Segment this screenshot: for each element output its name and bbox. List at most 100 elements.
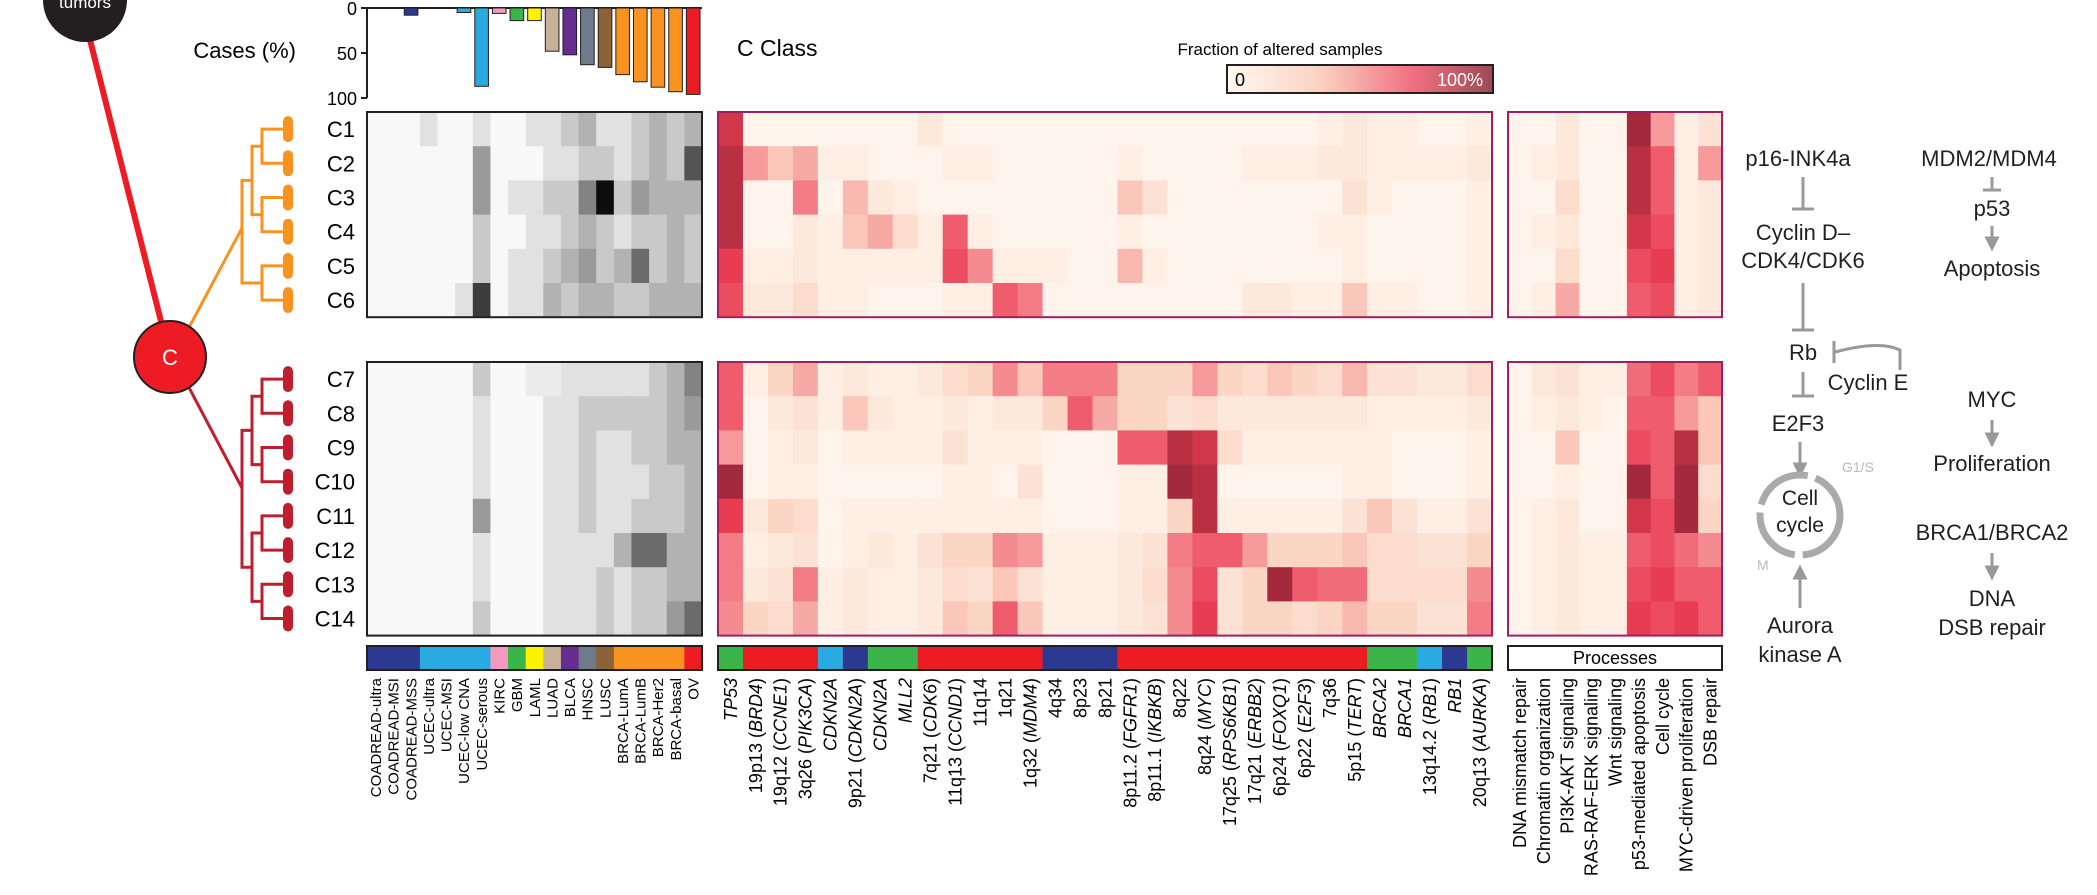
heat-cell (649, 214, 668, 250)
heat-cell (613, 214, 632, 250)
heat-cell (1467, 498, 1493, 534)
heat-cell (613, 601, 632, 636)
kinase-label: kinase A (1758, 642, 1841, 667)
heat-cell (402, 498, 421, 534)
bar-BRCA-LumB (632, 7, 648, 83)
heat-cell (1698, 283, 1723, 318)
heat-cell (1342, 283, 1368, 318)
heat-cell (525, 498, 544, 534)
heat-cell (1626, 396, 1652, 431)
heat-cell (1417, 498, 1443, 534)
heat-cell (1017, 283, 1043, 318)
pathway-diagram: p16-INK4a Cyclin D– CDK4/CDK6 Rb Cyclin … (1741, 146, 2068, 667)
heat-cell (817, 396, 844, 431)
heat-cell (842, 601, 869, 636)
heat-cell (1242, 601, 1268, 636)
colorbar-title: Fraction of altered samples (1177, 40, 1382, 59)
heat-cell (992, 464, 1019, 500)
heat-cell (1650, 112, 1675, 147)
heat-cell (867, 112, 894, 147)
heat-cell (402, 112, 421, 147)
tumor-strip-frame (366, 645, 703, 671)
heat-cell (508, 112, 527, 147)
bar-LUSC (597, 7, 613, 68)
heat-cell (666, 396, 685, 431)
heat-cell (1531, 567, 1556, 602)
heat-cell (867, 396, 894, 431)
heat-cell (792, 248, 819, 284)
heat-cell (684, 601, 703, 636)
col-label: 5p15 (TERT) (1345, 678, 1365, 782)
col-label: LUAD (544, 678, 561, 718)
heat-cell (631, 362, 650, 397)
heat-cell (1467, 430, 1493, 465)
heat-cell (1555, 283, 1580, 318)
heat-cell (384, 180, 403, 215)
heat-cell (1698, 248, 1723, 284)
col-label: BRCA-LumA (615, 678, 632, 764)
heat-cell (967, 283, 994, 318)
heat-cell (1042, 214, 1068, 250)
heat-cell (1042, 533, 1068, 568)
heat-cell (472, 180, 491, 215)
col-label: UCEC-serous (474, 678, 491, 771)
heat-cell (1467, 533, 1493, 568)
heat-cell (631, 146, 650, 181)
tumor-strip-cell (455, 646, 474, 670)
heat-cell (1317, 248, 1343, 284)
tumor-strip-cell (666, 646, 685, 670)
heat-cell (666, 464, 685, 500)
heat-cell (1626, 112, 1652, 147)
heat-cell (867, 362, 894, 397)
col-label: 1q32 (MDM4) (1020, 678, 1040, 788)
bar-BRCA-LumA (615, 7, 630, 76)
heat-cell (992, 283, 1019, 318)
heat-cell (1555, 362, 1580, 397)
heat-cell (1342, 464, 1368, 500)
heat-cell (1167, 601, 1193, 636)
mdm-label: MDM2/MDM4 (1921, 146, 2057, 171)
col-label: PI3K-AKT signaling (1558, 678, 1578, 834)
heat-cell (596, 214, 615, 250)
heat-cell (917, 248, 944, 284)
heat-cell (419, 362, 438, 397)
col-label: LAML (527, 678, 544, 717)
cluster-dendrogram: tumors C (43, 0, 293, 632)
heat-cell (1650, 180, 1675, 215)
heat-cell (384, 146, 403, 181)
heat-cell (578, 248, 597, 284)
heat-cell (817, 601, 844, 636)
bar-UCEC-serous (474, 7, 489, 87)
heat-cell (455, 283, 474, 318)
heat-cell (742, 248, 769, 284)
heat-cell (1579, 430, 1604, 465)
heat-cell (472, 498, 491, 534)
heat-cell (1242, 146, 1268, 181)
heat-cell (1626, 498, 1652, 534)
heat-cell (1603, 567, 1628, 602)
col-label: 11q14 (970, 678, 990, 727)
heat-cell (1242, 214, 1268, 250)
heat-cell (666, 362, 685, 397)
heat-cell (1467, 362, 1493, 397)
heat-cell (1167, 248, 1193, 284)
heat-cell (1342, 180, 1368, 215)
heat-cell (1117, 112, 1143, 147)
bar-BLCA (562, 7, 578, 56)
heat-cell (767, 396, 794, 431)
heat-cell (596, 396, 615, 431)
heat-cell (560, 464, 579, 500)
heat-cell (742, 214, 769, 250)
heat-cell (1167, 362, 1193, 397)
heat-cell (1417, 180, 1443, 215)
heat-cell (767, 146, 794, 181)
heat-cell (525, 464, 544, 500)
heat-cell (1342, 146, 1368, 181)
heat-cell (1442, 283, 1468, 318)
heat-cell (992, 396, 1019, 431)
heat-cell (560, 396, 579, 431)
heat-cell (1626, 180, 1652, 215)
heat-cell (402, 533, 421, 568)
heat-cell (1192, 533, 1218, 568)
heat-cell (1467, 112, 1493, 147)
